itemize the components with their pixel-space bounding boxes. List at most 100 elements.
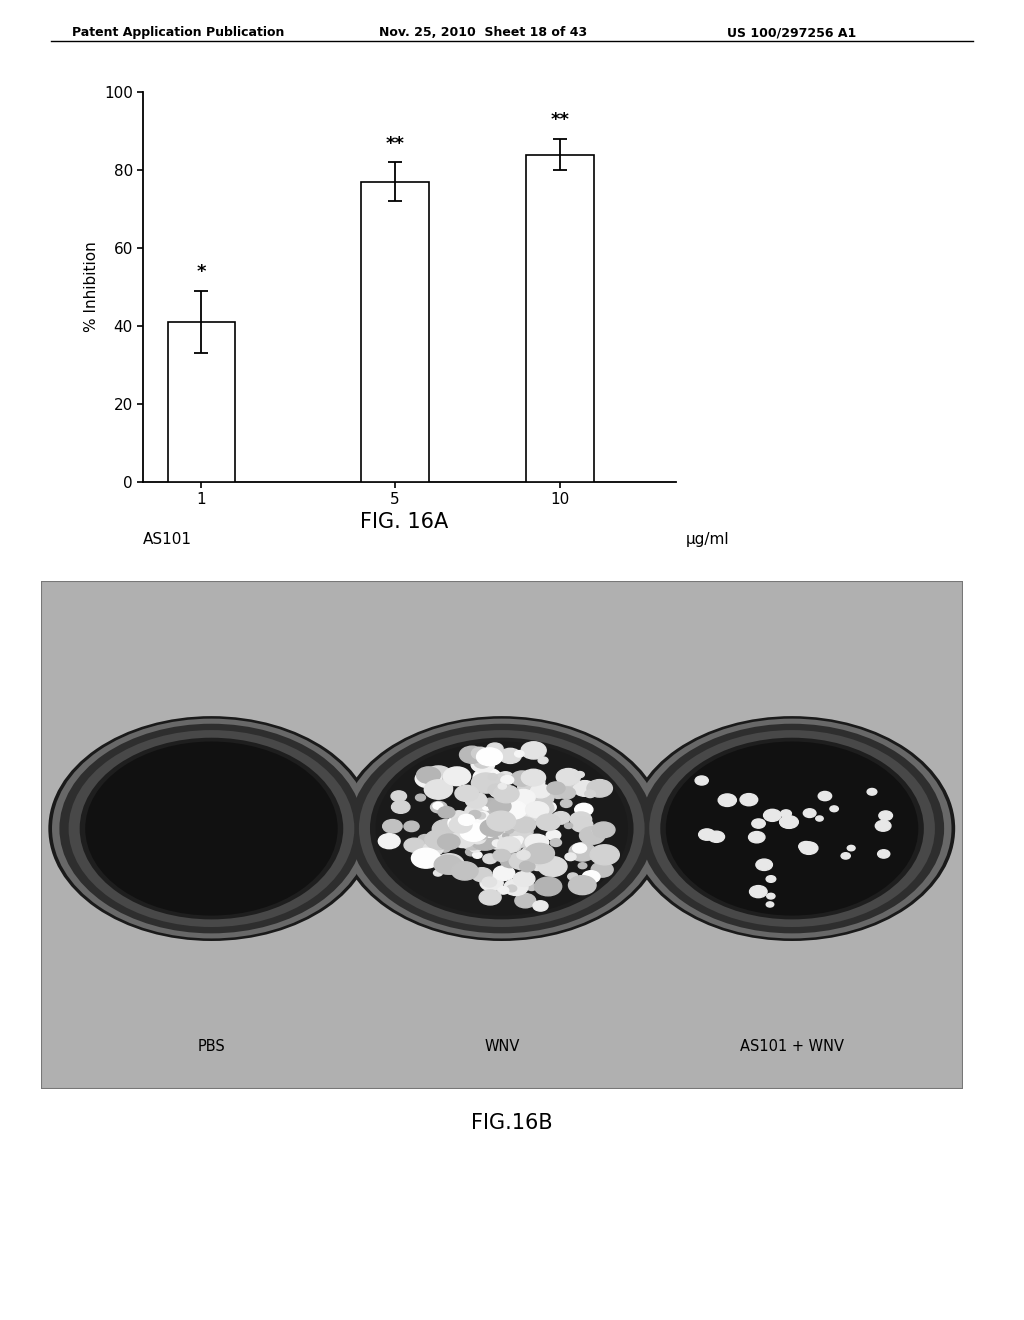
- Circle shape: [493, 840, 502, 846]
- Circle shape: [460, 746, 484, 763]
- Circle shape: [465, 803, 492, 821]
- Circle shape: [391, 801, 410, 813]
- Circle shape: [438, 807, 455, 818]
- Circle shape: [483, 854, 497, 863]
- Circle shape: [878, 850, 890, 858]
- Circle shape: [438, 783, 453, 792]
- Circle shape: [531, 777, 545, 787]
- Circle shape: [484, 799, 497, 807]
- Circle shape: [593, 826, 603, 834]
- Circle shape: [425, 830, 454, 850]
- Circle shape: [509, 837, 522, 846]
- Circle shape: [451, 810, 467, 822]
- Circle shape: [841, 853, 850, 859]
- Circle shape: [585, 791, 596, 797]
- Circle shape: [767, 894, 775, 899]
- Circle shape: [539, 756, 548, 764]
- Circle shape: [565, 853, 577, 861]
- Text: US 100/297256 A1: US 100/297256 A1: [727, 26, 856, 40]
- Circle shape: [508, 818, 523, 828]
- Circle shape: [433, 870, 442, 876]
- Circle shape: [496, 774, 506, 780]
- Circle shape: [488, 799, 511, 814]
- Circle shape: [766, 875, 776, 882]
- Circle shape: [547, 781, 565, 795]
- Circle shape: [527, 855, 550, 870]
- Text: *: *: [197, 263, 206, 281]
- Text: **: **: [550, 111, 569, 129]
- Circle shape: [501, 776, 514, 784]
- Circle shape: [556, 768, 581, 785]
- Circle shape: [471, 774, 501, 793]
- Text: **: **: [386, 135, 404, 153]
- Circle shape: [485, 810, 496, 818]
- Circle shape: [480, 875, 503, 891]
- Circle shape: [484, 830, 495, 837]
- Circle shape: [464, 816, 490, 833]
- Circle shape: [799, 841, 813, 851]
- Circle shape: [415, 770, 441, 788]
- Circle shape: [370, 738, 634, 920]
- Circle shape: [80, 738, 343, 920]
- Circle shape: [800, 842, 818, 854]
- Circle shape: [488, 774, 498, 780]
- Circle shape: [510, 824, 530, 838]
- Circle shape: [52, 718, 371, 939]
- Circle shape: [466, 847, 477, 855]
- Circle shape: [482, 804, 490, 810]
- Circle shape: [471, 747, 489, 759]
- Circle shape: [532, 900, 548, 911]
- Circle shape: [470, 833, 485, 843]
- Circle shape: [549, 832, 560, 840]
- Circle shape: [709, 832, 725, 842]
- Circle shape: [489, 803, 498, 809]
- Circle shape: [59, 723, 364, 933]
- Circle shape: [433, 803, 442, 809]
- Circle shape: [403, 821, 419, 832]
- Circle shape: [521, 742, 546, 759]
- Circle shape: [472, 793, 485, 803]
- Circle shape: [521, 795, 530, 800]
- Circle shape: [633, 718, 951, 939]
- Circle shape: [432, 820, 460, 838]
- Circle shape: [339, 717, 665, 941]
- Circle shape: [592, 822, 615, 838]
- Circle shape: [573, 780, 596, 796]
- Circle shape: [449, 814, 473, 832]
- Circle shape: [500, 853, 521, 867]
- Circle shape: [503, 833, 511, 838]
- Circle shape: [524, 813, 542, 825]
- Circle shape: [474, 756, 490, 768]
- Circle shape: [867, 788, 877, 795]
- Circle shape: [537, 814, 560, 830]
- Circle shape: [756, 859, 772, 870]
- Circle shape: [459, 814, 474, 825]
- Circle shape: [558, 787, 575, 799]
- Circle shape: [504, 879, 528, 895]
- Circle shape: [486, 743, 503, 754]
- Circle shape: [519, 861, 535, 871]
- Circle shape: [572, 843, 587, 853]
- Circle shape: [541, 804, 549, 809]
- Circle shape: [879, 810, 893, 820]
- Circle shape: [502, 838, 522, 853]
- Circle shape: [779, 816, 797, 828]
- Circle shape: [509, 824, 534, 840]
- Circle shape: [580, 781, 592, 791]
- Circle shape: [500, 748, 521, 763]
- Text: AS101: AS101: [143, 532, 193, 548]
- Bar: [168, 322, 236, 482]
- Circle shape: [513, 807, 530, 818]
- Circle shape: [383, 820, 402, 833]
- Circle shape: [818, 792, 831, 801]
- Circle shape: [564, 822, 572, 829]
- Circle shape: [515, 894, 536, 908]
- Circle shape: [539, 857, 567, 876]
- Circle shape: [574, 804, 593, 816]
- Circle shape: [514, 804, 541, 822]
- Circle shape: [660, 738, 924, 920]
- Circle shape: [764, 809, 781, 821]
- Circle shape: [476, 748, 503, 766]
- Circle shape: [749, 832, 765, 843]
- Circle shape: [804, 809, 816, 817]
